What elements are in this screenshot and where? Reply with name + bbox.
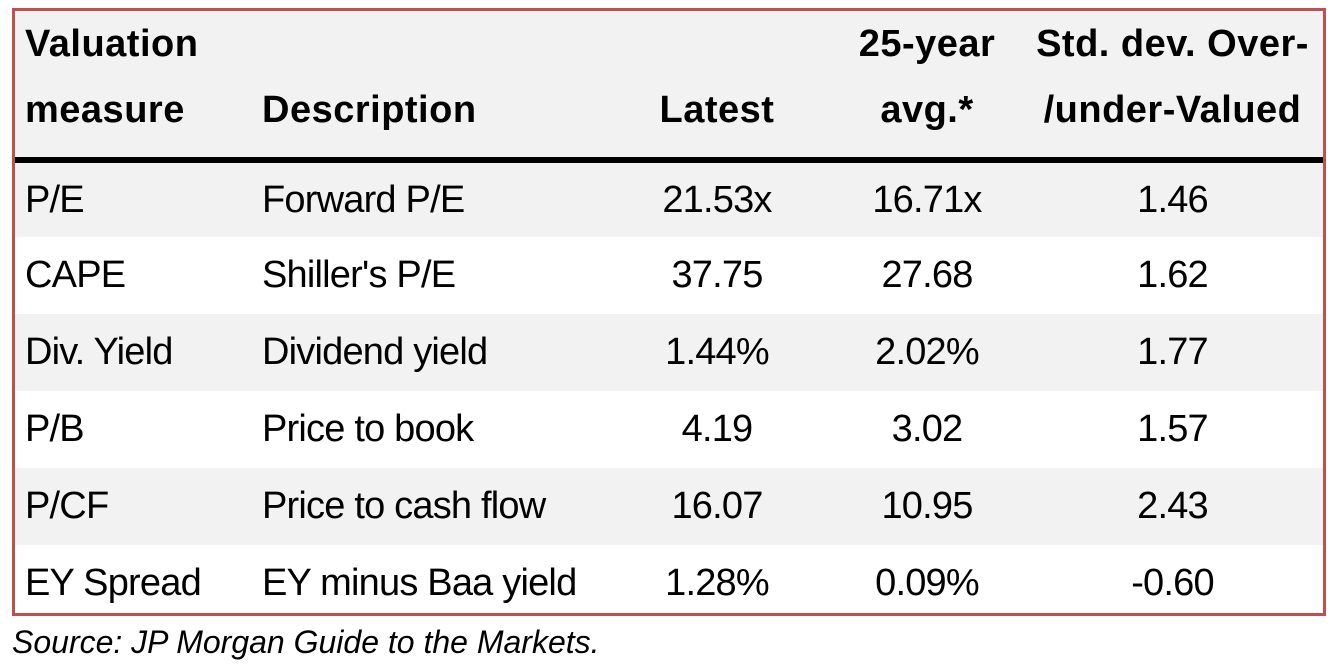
table-cell: 1.77 [1137, 331, 1209, 373]
table-cell: Shiller's P/E [262, 254, 456, 296]
table-cell: 0.09% [875, 562, 980, 604]
table-cell: 16.71x [872, 178, 982, 221]
table-cell: 10.95 [881, 485, 973, 527]
table-cell: 1.62 [1137, 254, 1209, 296]
header-text: Latest [659, 89, 775, 131]
table-cell: 1.57 [1137, 408, 1209, 450]
table-row: Div. Yield Dividend yield 1.44% 2.02% 1.77 [15, 314, 1323, 391]
table-cell: 4.19 [681, 408, 754, 450]
valuation-table: Valuation measure Description Latest 25-y… [15, 11, 1323, 622]
table-cell: 2.02% [875, 331, 980, 373]
table-cell: 21.53x [662, 178, 772, 221]
table-cell: 2.43 [1137, 485, 1209, 527]
table-cell: 27.68 [881, 254, 973, 296]
table-row: P/B Price to book 4.19 3.02 1.57 [15, 391, 1323, 468]
table-cell: 1.28% [665, 562, 770, 604]
table-cell: P/E [25, 178, 85, 221]
table-cell: 1.46 [1137, 178, 1209, 221]
source-note: Source: JP Morgan Guide to the Markets. [12, 624, 600, 660]
header-cell: 25-year avg.* [832, 11, 1022, 160]
table-cell: Price to cash flow [262, 485, 546, 527]
table-cell: CAPE [25, 254, 126, 296]
table-cell: P/CF [25, 485, 109, 527]
header-text: Description [262, 89, 477, 131]
table-body: P/E Forward P/E 21.53x 16.71x 1.46 CAPE Shille… [15, 160, 1323, 622]
table-row: P/CF Price to cash flow 16.07 10.95 2.43 [15, 468, 1323, 545]
table-cell: EY minus Baa yield [262, 562, 577, 604]
table-cell: P/B [25, 408, 85, 450]
table-row: P/E Forward P/E 21.53x 16.71x 1.46 [15, 160, 1323, 237]
table-cell: 1.44% [665, 331, 770, 373]
table-cell: 37.75 [671, 254, 763, 296]
header-cell: Latest [602, 11, 832, 160]
table-cell: 3.02 [891, 408, 964, 450]
table-frame: Valuation measure Description Latest 25-y… [12, 8, 1326, 616]
table-cell: -0.60 [1131, 562, 1214, 604]
table-cell: Div. Yield [25, 331, 173, 373]
table-cell: 16.07 [671, 485, 763, 527]
header-text: avg.* [880, 89, 974, 131]
table-row: CAPE Shiller's P/E 37.75 27.68 1.62 [15, 237, 1323, 314]
table-cell: Forward P/E [262, 178, 465, 221]
header-cell: Description [252, 11, 602, 160]
header-text: Std. dev. Over- [1036, 23, 1309, 65]
header-row: Valuation measure Description Latest 25-y… [15, 11, 1323, 160]
table-row: EY Spread EY minus Baa yield 1.28% 0.09% -0.… [15, 545, 1323, 622]
header-text: /under-Valued [1043, 89, 1302, 131]
header-text: Valuation [25, 23, 199, 65]
header-text: 25-year [858, 23, 996, 65]
header-text: measure [25, 89, 185, 131]
table-cell: EY Spread [25, 562, 202, 604]
header-cell: Std. dev. Over- /under-Valued [1022, 11, 1323, 160]
header-cell: Valuation measure [15, 11, 252, 160]
table-cell: Dividend yield [262, 331, 488, 373]
table-cell: Price to book [262, 408, 474, 450]
